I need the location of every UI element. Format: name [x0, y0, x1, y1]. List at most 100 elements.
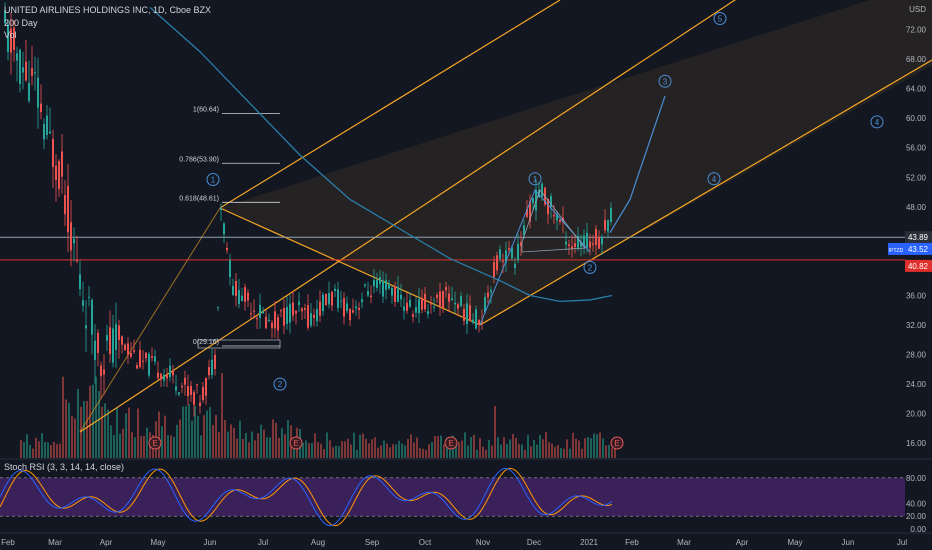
candle-body	[376, 279, 378, 288]
candle-body	[139, 349, 141, 368]
candle-body	[448, 293, 450, 302]
volume-bar	[275, 422, 277, 458]
candle-body	[433, 306, 435, 308]
wave-label: 1	[211, 176, 216, 185]
wave-label-circle	[583, 260, 597, 274]
volume-bar	[578, 440, 580, 458]
candle-body	[100, 365, 102, 376]
candle-body	[535, 189, 537, 211]
volume-bar	[575, 438, 577, 458]
volume-bar	[350, 444, 352, 458]
candle-body	[118, 325, 120, 340]
volume-bar	[362, 433, 364, 458]
candle-body	[364, 284, 366, 286]
candle-body	[547, 198, 549, 215]
volume-bar	[323, 449, 325, 458]
candle-body	[604, 219, 606, 231]
volume-bar	[146, 427, 148, 458]
candle-body	[190, 385, 192, 395]
earnings-marker-label: E	[614, 439, 619, 448]
volume-bar	[518, 443, 520, 458]
volume-bar	[386, 443, 388, 458]
volume-bar	[245, 432, 247, 458]
volume-bar	[218, 432, 220, 458]
volume-bar	[257, 433, 259, 458]
volume-bar	[23, 442, 25, 458]
candle-body	[13, 27, 15, 50]
candle-body	[43, 124, 45, 140]
candle-body	[16, 53, 18, 61]
price-tick-label: 60.00	[906, 114, 927, 123]
volume-bar	[68, 402, 70, 458]
volume-bar	[20, 439, 22, 458]
earnings-marker	[148, 436, 162, 450]
price-tick-label: 16.00	[906, 439, 927, 448]
candle-body	[154, 356, 156, 362]
volume-bar	[113, 434, 115, 458]
time-tick-label: Apr	[100, 538, 113, 547]
time-tick-label: Feb	[625, 538, 639, 547]
ma200-line	[149, 6, 666, 349]
volume-bar	[383, 440, 385, 458]
time-tick-label: Jul	[258, 538, 268, 547]
candle-body	[55, 165, 57, 181]
wave-label-circle	[528, 172, 542, 186]
volume-bar	[182, 406, 184, 458]
wave-label-circle	[273, 377, 287, 391]
candle-body	[22, 67, 24, 73]
candle-body	[514, 263, 516, 268]
candle-body	[265, 316, 267, 329]
candle-body	[145, 352, 147, 359]
volume-bar	[65, 399, 67, 458]
candle-body	[250, 313, 252, 315]
volume-bar	[140, 436, 142, 458]
candle-body	[283, 307, 285, 326]
volume-bar	[314, 433, 316, 458]
candle-body	[511, 247, 513, 259]
candle-body	[595, 228, 597, 246]
volume-bar	[35, 437, 37, 458]
volume-bar	[476, 449, 478, 458]
candle-body	[403, 306, 405, 311]
candle-body	[103, 369, 105, 375]
time-axis: Feb Mar Apr May Jun Jul Aug Sep Oct Nov Dec 2021 Feb…	[1, 538, 907, 547]
volume-bar	[563, 448, 565, 458]
volume-bar	[119, 433, 121, 458]
volume-bar	[614, 447, 616, 458]
candle-body	[241, 295, 243, 302]
volume-bar	[371, 439, 373, 458]
candle-body	[373, 280, 375, 287]
candle-body	[148, 354, 150, 376]
wave-label: 1	[533, 175, 538, 184]
candle-body	[199, 402, 201, 406]
volume-bar	[62, 376, 64, 458]
volume-bar	[86, 401, 88, 458]
candle-body	[517, 244, 519, 261]
candle-body	[295, 310, 297, 314]
pitchfork-fill	[220, 0, 932, 325]
price-tick-label: 32.00	[906, 321, 927, 330]
candle-body	[175, 386, 177, 391]
wave-labels: 1 2 1 2 3 4 5 4 E E E E	[148, 11, 884, 450]
candle-body	[361, 299, 363, 303]
candle-body	[184, 377, 186, 385]
candle-body	[40, 103, 42, 113]
volume-bar	[404, 445, 406, 458]
volume-bar	[248, 442, 250, 458]
volume-bar	[104, 403, 106, 458]
time-tick-label: Dec	[527, 538, 541, 547]
candle-body	[292, 302, 294, 316]
candle-body	[301, 308, 303, 312]
volume-bar	[515, 437, 517, 458]
candle-body	[238, 290, 240, 304]
volume-bar	[557, 445, 559, 458]
volume-bar	[551, 443, 553, 458]
volume-bar	[266, 437, 268, 458]
volume-bar	[53, 441, 55, 458]
candle-body	[463, 308, 465, 322]
candle-body	[142, 360, 144, 362]
volume-bar	[29, 444, 31, 458]
